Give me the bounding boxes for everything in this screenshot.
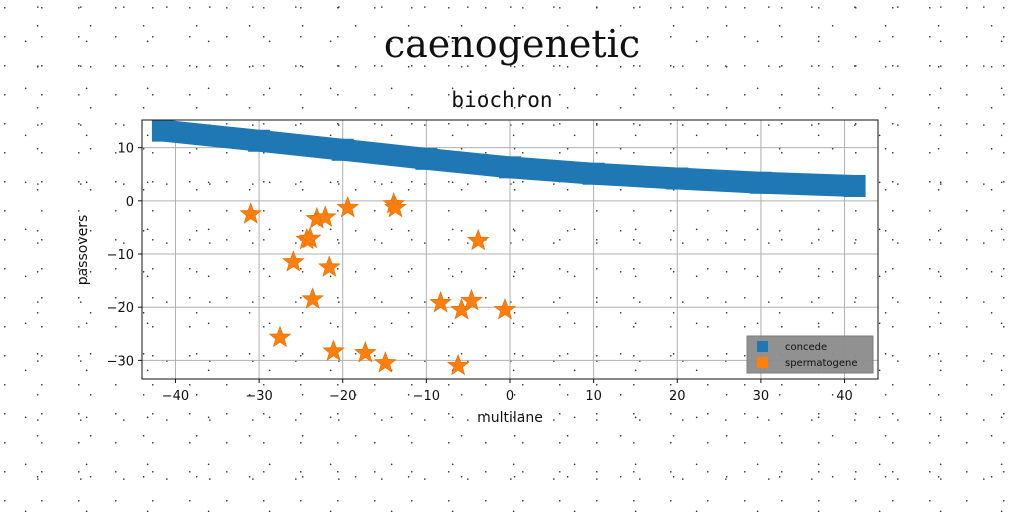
x-tick-label: −40 — [162, 389, 189, 404]
figure-title: caenogenetic — [383, 22, 641, 66]
concede-band-segment — [259, 129, 343, 161]
x-tick-label: −20 — [329, 389, 356, 404]
spermatogene-point — [466, 228, 490, 251]
spermatogene-point — [336, 195, 360, 218]
concede-band-segment — [593, 162, 678, 190]
x-tick-label: 10 — [585, 389, 602, 404]
spermatogene-point — [384, 195, 407, 218]
x-tick-label: −30 — [245, 389, 272, 404]
y-tick-label: −30 — [107, 354, 134, 369]
y-ticks: 10 0 −10 −20 −30 — [107, 142, 142, 369]
grid-lines — [142, 120, 878, 379]
y-tick-label: 0 — [126, 195, 134, 210]
legend-label-concede: concede — [785, 342, 827, 353]
x-tick-label: −10 — [413, 389, 440, 404]
spermatogene-point — [322, 339, 345, 361]
x-tick-label: 30 — [753, 389, 770, 404]
spermatogene-point — [318, 255, 341, 277]
spermatogene-point — [460, 288, 483, 311]
concede-band-segment — [677, 167, 761, 194]
concede-band-segment — [760, 171, 855, 197]
spermatogene-point — [282, 250, 305, 272]
spermatogene-point — [493, 298, 517, 320]
spermatogene-point — [374, 351, 397, 373]
legend-label-spermatogene: spermatogene — [785, 358, 858, 369]
y-axis-label: passovers — [75, 215, 91, 286]
spermatogene-point — [446, 353, 470, 376]
concede-band-segment — [510, 156, 594, 185]
concede-band-segment — [162, 119, 260, 152]
plot-series — [151, 119, 866, 376]
spermatogene-point — [298, 226, 322, 249]
x-tick-label: 0 — [506, 389, 514, 404]
x-tick-label: 40 — [836, 389, 853, 404]
concede-band-segment — [342, 138, 427, 170]
spermatogene-point — [313, 205, 337, 227]
x-tick-label: 20 — [669, 389, 686, 404]
y-tick-label: 10 — [117, 142, 134, 157]
concede-band-segment — [426, 147, 510, 179]
legend: concede spermatogene — [746, 335, 874, 374]
x-axis-label: multilane — [477, 410, 543, 426]
y-tick-label: −10 — [107, 248, 134, 263]
spermatogene-point — [268, 325, 292, 348]
y-tick-label: −20 — [107, 301, 134, 316]
legend-swatch-spermatogene — [757, 357, 768, 368]
spermatogene-point — [239, 202, 263, 224]
spermatogene-point — [353, 341, 377, 363]
legend-swatch-concede — [757, 341, 768, 352]
spermatogene-point — [429, 291, 452, 313]
axes-title: biochron — [451, 88, 552, 112]
x-ticks: −40 −30 −20 −10 0 10 20 30 40 — [162, 379, 853, 404]
spermatogene-point — [301, 287, 324, 309]
